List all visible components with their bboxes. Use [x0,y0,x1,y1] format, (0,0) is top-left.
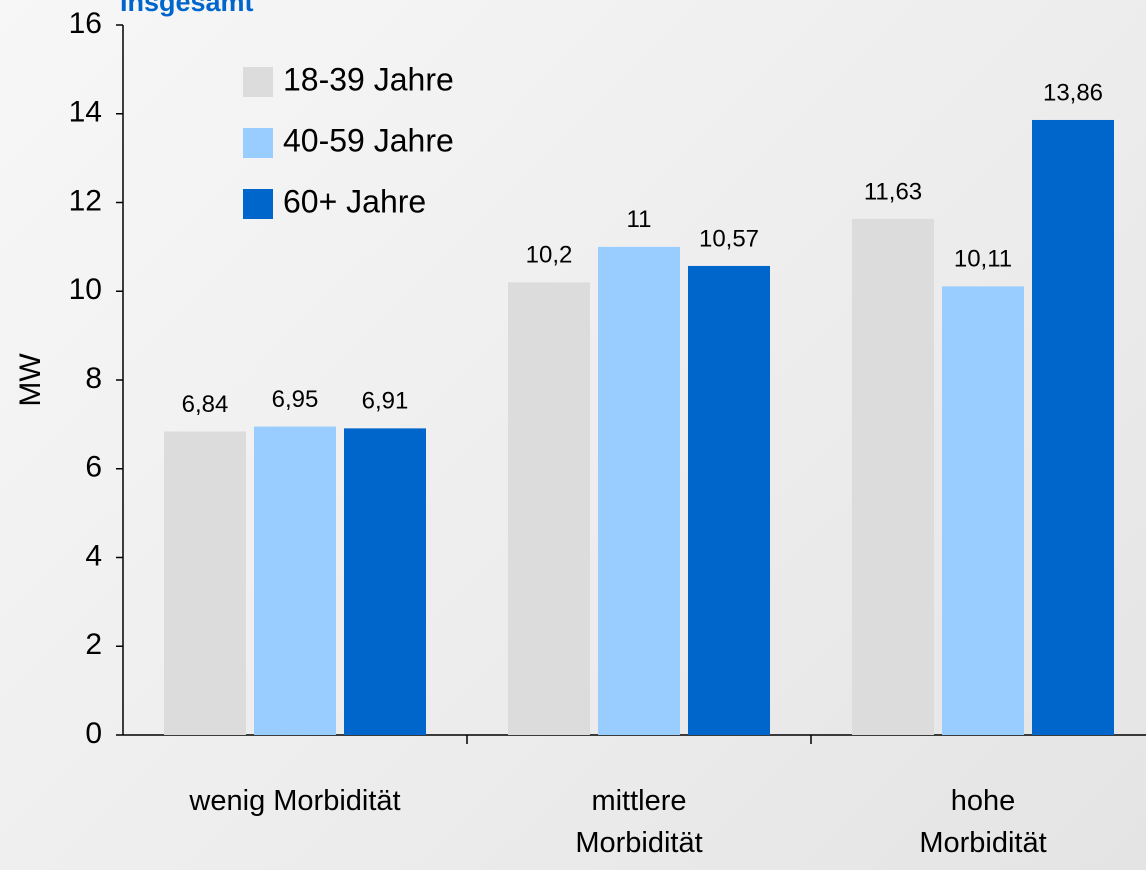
y-tick-label: 0 [85,717,102,750]
bar [688,265,770,735]
legend-swatch [243,67,273,97]
y-axis-label: MW [14,353,47,407]
data-label: 6,91 [362,388,409,415]
legend-label: 60+ Jahre [283,183,426,219]
bar [1032,119,1114,735]
data-label: 11 [627,206,652,233]
x-tick-label: hohe Morbidität [919,785,1047,859]
y-tick-label: 2 [85,628,102,661]
y-tick-label: 4 [85,539,102,572]
data-label: 6,84 [182,391,229,418]
data-label: 10,57 [699,225,759,252]
bar [942,286,1024,735]
y-tick-label: 16 [69,7,102,40]
chart-title: Insgesamt [120,0,254,17]
bar [852,218,934,735]
y-tick-label: 12 [69,184,102,217]
bar [254,426,336,735]
legend-swatch [243,128,273,158]
data-label: 6,95 [272,386,319,413]
y-tick-label: 8 [85,362,102,395]
legend-label: 18-39 Jahre [283,61,454,97]
bar [508,282,590,735]
bar [344,428,426,735]
y-tick-label: 6 [85,451,102,484]
data-label: 11,63 [864,178,922,205]
legend-swatch [243,189,273,219]
bar [598,246,680,735]
bar [164,431,246,735]
y-tick-label: 14 [69,96,102,129]
data-label: 13,86 [1043,79,1103,106]
x-tick-label: wenig Morbidität [189,785,401,817]
x-tick-label: mittlere Morbidität [575,785,703,859]
y-tick-label: 10 [69,273,102,306]
data-label: 10,11 [954,246,1012,273]
legend-label: 40-59 Jahre [283,122,454,158]
data-label: 10,2 [526,242,573,269]
